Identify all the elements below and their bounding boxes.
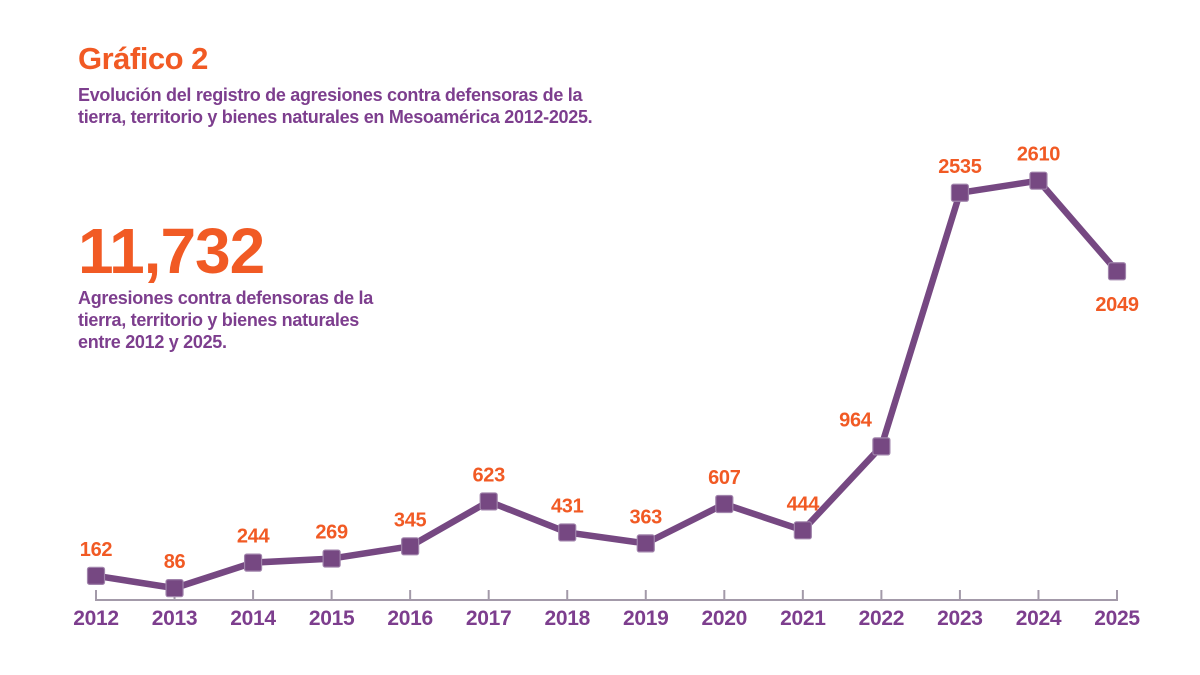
x-tick-label: 2013: [152, 607, 198, 630]
total-stat-block: 11,732 Agresiones contra defensoras de l…: [78, 215, 373, 353]
stat-caption-line-2: tierra, territorio y bienes naturales: [78, 310, 360, 331]
x-tick-label: 2021: [780, 607, 826, 630]
data-point-label: 623: [472, 464, 505, 486]
data-point-marker: [401, 537, 420, 556]
data-point-label: 86: [164, 551, 186, 573]
chart-header: Gráfico 2 Evolución del registro de agre…: [78, 41, 593, 128]
data-point-marker: [322, 549, 341, 568]
data-line: [92, 177, 1121, 592]
data-point-label: 244: [237, 526, 271, 548]
x-tick-label: 2022: [859, 607, 905, 630]
x-tick-label: 2014: [230, 607, 276, 630]
data-point-label: 162: [80, 539, 113, 561]
x-tick-label: 2018: [544, 607, 590, 630]
x-tick-label: 2015: [309, 607, 355, 630]
total-aggressions-caption: Agresiones contra defensoras de la tierr…: [78, 287, 373, 353]
data-point-marker: [872, 437, 891, 456]
stat-caption-line-1: Agresiones contra defensoras de la: [78, 288, 373, 309]
data-point-marker: [165, 579, 184, 598]
x-tick-label: 2020: [702, 607, 748, 630]
chart-subtitle: Evolución del registro de agresiones con…: [78, 84, 593, 128]
chart-subtitle-line-2: tierra, territorio y bienes naturales en…: [78, 107, 593, 128]
chart-title: Gráfico 2: [78, 41, 208, 76]
data-point-marker: [86, 566, 106, 585]
data-point-marker: [636, 534, 655, 553]
data-point-marker: [558, 523, 577, 542]
data-point-label: 2610: [1017, 144, 1060, 166]
data-point-marker: [479, 492, 498, 511]
data-point-marker: [715, 494, 734, 514]
data-point-label: 2535: [938, 156, 981, 178]
total-aggressions-value: 11,732: [78, 215, 265, 287]
data-point-label: 363: [630, 506, 663, 528]
data-point-marker: [1029, 171, 1048, 190]
x-tick-label: 2016: [387, 607, 433, 630]
data-point-label: 269: [315, 522, 348, 544]
x-tick-label: 2012: [73, 607, 119, 630]
data-point-label: 2049: [1095, 294, 1138, 316]
data-point-label: 431: [551, 495, 584, 517]
x-tick-label: 2019: [623, 607, 669, 630]
x-tick-label: 2023: [937, 607, 983, 630]
data-point-marker: [793, 521, 812, 540]
chart-subtitle-line-1: Evolución del registro de agresiones con…: [78, 85, 583, 106]
data-point-label: 607: [708, 467, 741, 489]
data-point-label: 964: [839, 409, 873, 431]
x-tick-label: 2017: [466, 607, 512, 630]
stat-caption-line-3: entre 2012 y 2025.: [78, 332, 227, 353]
data-point-label: 444: [787, 493, 821, 515]
data-point-label: 345: [394, 509, 427, 531]
x-tick-label: 2025: [1094, 607, 1140, 630]
data-point-marker: [243, 553, 263, 572]
data-point-marker: [1107, 262, 1127, 281]
data-point-marker: [950, 183, 970, 202]
x-tick-label: 2024: [1016, 607, 1062, 630]
